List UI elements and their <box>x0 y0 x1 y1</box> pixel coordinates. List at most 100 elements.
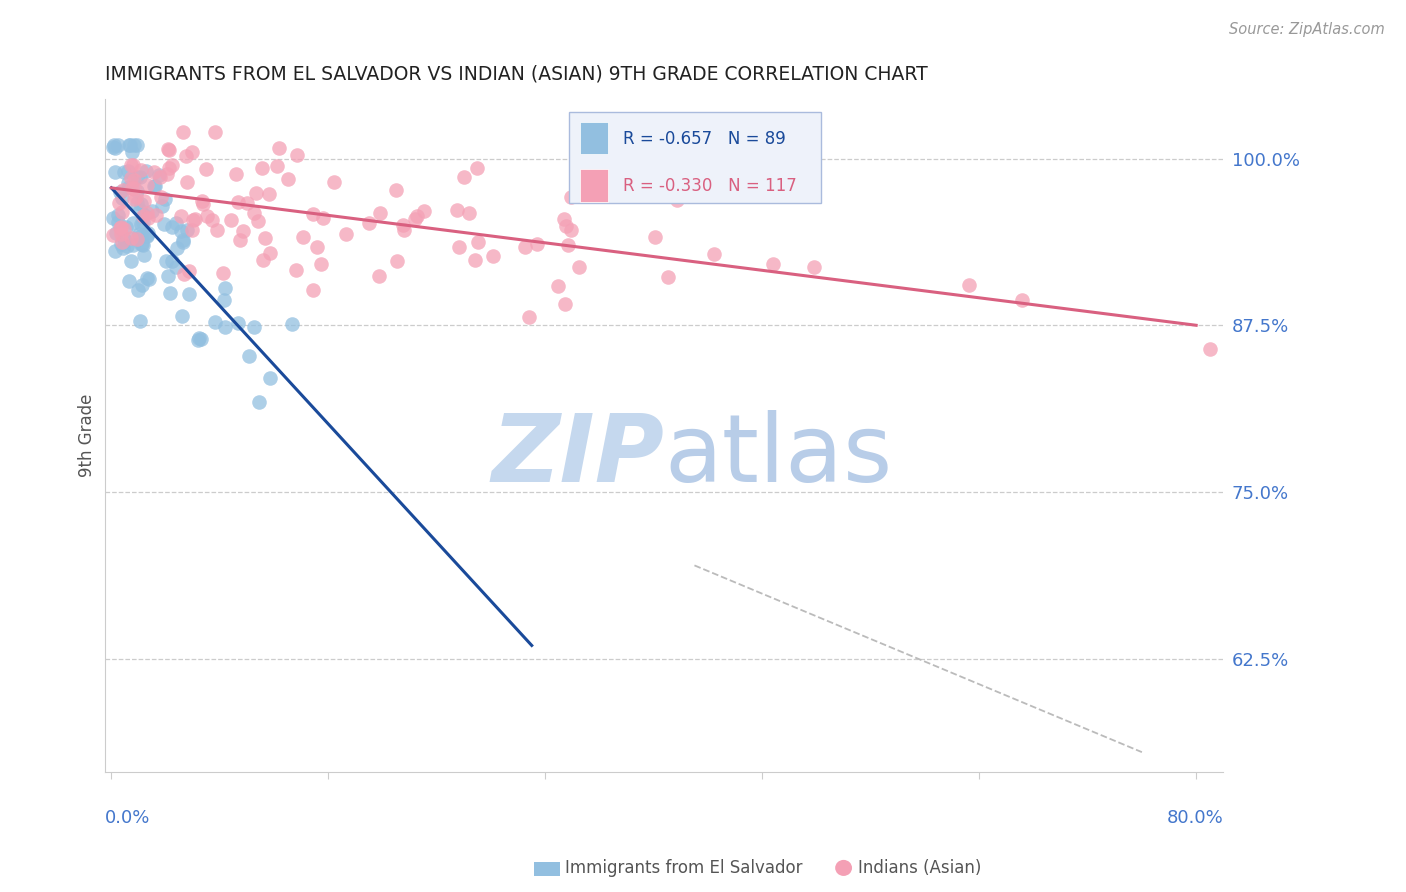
Point <box>127 169 149 184</box>
Point <box>172 233 194 247</box>
Point <box>194 161 217 176</box>
Point <box>120 170 142 185</box>
Point <box>107 195 129 210</box>
Point <box>131 197 153 211</box>
Point <box>125 232 148 246</box>
Point <box>112 232 135 246</box>
Point <box>219 213 242 227</box>
Point <box>134 208 156 222</box>
Point <box>135 227 157 242</box>
Point <box>225 167 247 181</box>
Point <box>122 231 145 245</box>
Point <box>112 222 135 236</box>
Point <box>118 138 141 153</box>
Point <box>513 240 536 254</box>
Point <box>132 237 155 252</box>
Point <box>246 213 269 227</box>
Point <box>291 229 314 244</box>
Point <box>184 211 207 226</box>
Point <box>235 195 257 210</box>
Point <box>311 257 333 271</box>
Point <box>204 125 226 139</box>
Point <box>104 244 127 258</box>
Point <box>122 173 145 187</box>
Point <box>173 267 195 281</box>
Point <box>128 227 150 241</box>
Point <box>134 194 156 208</box>
Point <box>211 266 233 280</box>
Point <box>143 179 166 194</box>
Point <box>149 190 172 204</box>
Point <box>482 249 505 263</box>
Text: Indians (Asian): Indians (Asian) <box>858 859 981 877</box>
Point <box>118 179 141 194</box>
Point <box>190 332 212 346</box>
Point <box>229 233 252 247</box>
Point <box>252 253 274 268</box>
Point <box>281 317 304 331</box>
Point <box>110 236 132 251</box>
Point <box>162 158 184 172</box>
Point <box>762 257 785 271</box>
Point <box>129 163 152 178</box>
Point <box>245 186 267 201</box>
Point <box>118 274 141 288</box>
Point <box>368 206 391 220</box>
Point <box>307 240 329 254</box>
Point <box>446 203 468 218</box>
Point <box>447 240 470 254</box>
Point <box>129 229 152 244</box>
Point <box>560 222 582 236</box>
Point <box>269 141 291 155</box>
Bar <box>581 169 607 202</box>
Point <box>136 178 159 192</box>
Point <box>120 157 142 171</box>
Point <box>122 238 145 252</box>
Point <box>404 211 426 226</box>
Point <box>125 195 148 210</box>
Point <box>156 268 179 283</box>
Point <box>453 170 475 185</box>
Text: atlas: atlas <box>664 409 893 501</box>
Point <box>107 138 129 153</box>
Point <box>157 143 180 157</box>
Point <box>322 176 344 190</box>
Text: R = -0.330   N = 117: R = -0.330 N = 117 <box>623 178 796 195</box>
Point <box>101 211 124 225</box>
Point <box>107 215 129 229</box>
Point <box>165 260 187 274</box>
Point <box>406 210 429 224</box>
Point <box>257 186 280 201</box>
Point <box>129 314 152 328</box>
Point <box>201 213 224 227</box>
Point <box>212 293 235 307</box>
Point <box>302 207 325 221</box>
Point <box>191 197 214 211</box>
Point <box>128 169 150 184</box>
Point <box>111 235 134 250</box>
Point <box>385 253 408 268</box>
Point <box>110 220 132 235</box>
Point <box>226 194 249 209</box>
Point <box>644 230 666 244</box>
Point <box>1011 293 1033 307</box>
Point <box>165 216 187 230</box>
Point <box>394 222 416 236</box>
Point <box>129 236 152 251</box>
Point <box>285 148 308 162</box>
Point <box>136 211 159 225</box>
Point <box>129 202 152 217</box>
Point <box>131 237 153 252</box>
Point <box>148 168 170 182</box>
Point <box>104 226 127 240</box>
Point <box>150 199 173 213</box>
Point <box>115 220 138 235</box>
Point <box>181 213 204 227</box>
Point <box>136 226 159 240</box>
Point <box>181 145 204 159</box>
Point <box>547 279 569 293</box>
Point <box>122 181 145 195</box>
Point <box>155 192 177 206</box>
Point <box>177 286 200 301</box>
Point <box>385 183 408 197</box>
